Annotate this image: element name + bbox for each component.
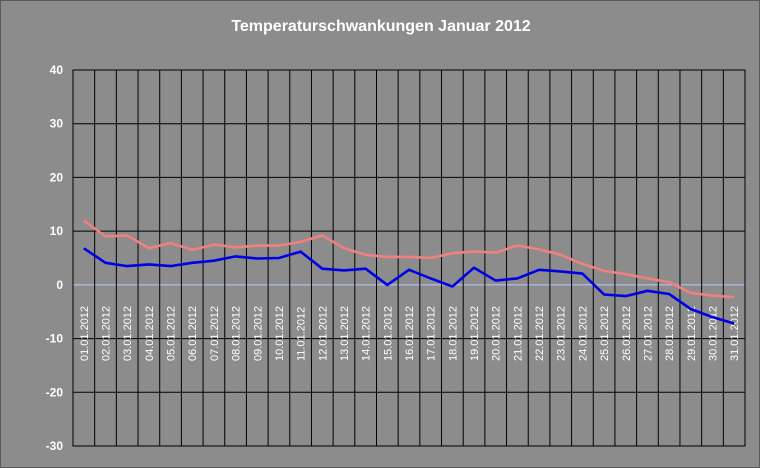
series-line-1 <box>83 219 735 299</box>
gridlines <box>72 69 746 447</box>
x-tick-label: 12.01.2012 <box>317 306 329 361</box>
x-tick-label: 09.01.2012 <box>252 306 264 361</box>
x-tick-label: 24.01.2012 <box>577 306 589 361</box>
x-tick-label: 01.01.2012 <box>79 306 91 361</box>
y-tick-label: 40 <box>50 63 64 77</box>
x-tick-label: 20.01.2012 <box>491 306 503 361</box>
x-tick-label: 04.01.2012 <box>144 306 156 361</box>
x-tick-label: 10.01.2012 <box>274 306 286 361</box>
x-tick-label: 17.01.2012 <box>426 306 438 361</box>
x-tick-label: 16.01.2012 <box>404 306 416 361</box>
x-tick-label: 06.01.2012 <box>187 306 199 361</box>
x-tick-label: 29.01.2012 <box>686 306 698 361</box>
x-tick-label: 30.01.2012 <box>707 306 719 361</box>
x-tick-label: 23.01.2012 <box>556 306 568 361</box>
x-tick-label: 22.01.2012 <box>534 306 546 361</box>
x-tick-label: 25.01.2012 <box>599 306 611 361</box>
x-tick-label: 27.01.2012 <box>642 306 654 361</box>
y-axis-ticks: 40 30 20 10 0 -10 -20 -30 <box>46 63 64 453</box>
series-lines <box>83 219 735 325</box>
x-axis-ticks: 01.01.2012 02.01.2012 03.01.2012 04.01.2012… <box>79 306 741 361</box>
x-tick-label: 15.01.2012 <box>382 306 394 361</box>
y-tick-label: 20 <box>50 170 64 184</box>
x-tick-label: 21.01.2012 <box>512 306 524 361</box>
x-tick-label: 05.01.2012 <box>166 306 178 361</box>
x-tick-label: 02.01.2012 <box>101 306 113 361</box>
y-tick-label: 30 <box>50 117 64 131</box>
x-tick-label: 08.01.2012 <box>231 306 243 361</box>
y-tick-label: -20 <box>46 385 64 399</box>
x-tick-label: 26.01.2012 <box>621 306 633 361</box>
x-tick-label: 28.01.2012 <box>664 306 676 361</box>
x-tick-label: 31.01.2012 <box>729 306 741 361</box>
y-tick-label: -30 <box>46 439 64 453</box>
x-tick-label: 11.01.2012 <box>296 307 308 361</box>
x-tick-label: 07.01.2012 <box>209 306 221 361</box>
x-tick-label: 03.01.2012 <box>122 306 134 361</box>
y-tick-label: -10 <box>46 332 64 346</box>
x-tick-label: 13.01.2012 <box>339 306 351 361</box>
y-tick-label: 10 <box>50 224 64 238</box>
x-tick-label: 18.01.2012 <box>447 306 459 361</box>
chart-title: Temperaturschwankungen Januar 2012 <box>231 18 531 35</box>
x-tick-label: 14.01.2012 <box>361 306 373 361</box>
x-tick-label: 19.01.2012 <box>469 306 481 361</box>
y-tick-label: 0 <box>56 278 63 292</box>
series-line-2 <box>83 247 735 325</box>
